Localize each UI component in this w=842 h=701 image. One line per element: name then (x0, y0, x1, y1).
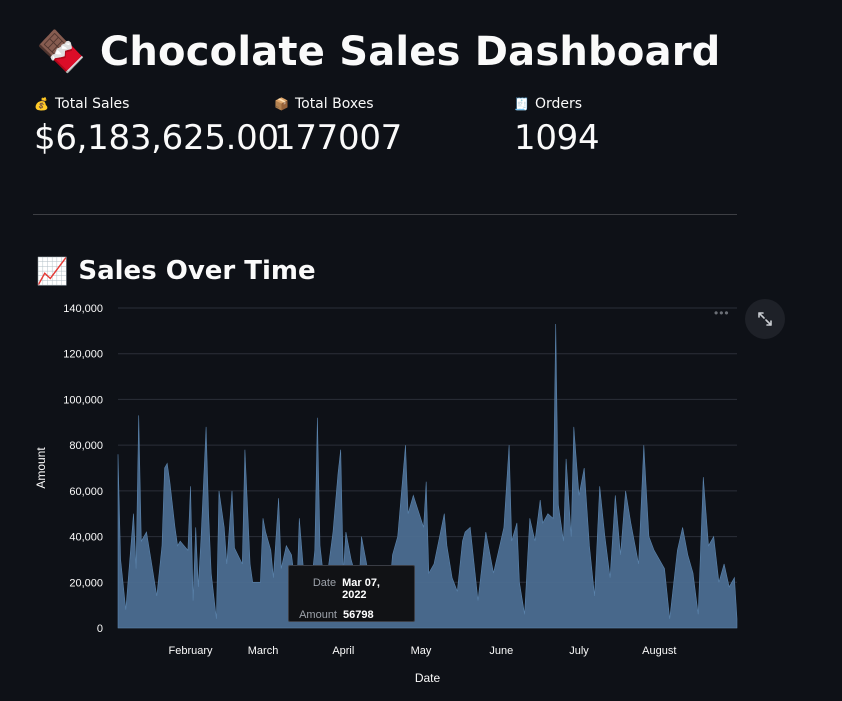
y-tick-label: 60,000 (69, 486, 103, 498)
y-tick-label: 140,000 (63, 303, 103, 315)
page-header: 🍫 Chocolate Sales Dashboard (36, 24, 721, 80)
sales-area (117, 323, 738, 629)
metric-label-row: 📦 Total Boxes (274, 96, 402, 112)
metric-label: Total Boxes (294, 96, 374, 112)
chocolate-bar-icon: 🍫 (36, 29, 86, 75)
x-tick-label: March (248, 645, 279, 657)
sales-area-chart-svg: 0 20,000 40,000 60,000 80,000 100,000 120,000 1… (34, 303, 738, 685)
y-tick-label: 100,000 (63, 394, 103, 406)
metric-value: 177007 (274, 118, 402, 158)
chart-tooltip: Date Mar 07, 2022 Amount 56798 (288, 565, 415, 622)
y-tick-label: 40,000 (69, 532, 103, 544)
tooltip-amount-row: Amount 56798 (297, 609, 406, 621)
fullscreen-button[interactable] (745, 299, 785, 339)
metric-orders: 🧾 Orders 1094 (514, 96, 600, 158)
tooltip-date-key: Date (312, 577, 337, 589)
tooltip-amount-value: 56798 (343, 609, 374, 621)
metric-total-sales: 💰 Total Sales $6,183,625.00 (34, 96, 279, 158)
metric-label-row: 🧾 Orders (514, 96, 599, 112)
page-title: Chocolate Sales Dashboard (99, 29, 721, 75)
more-options-icon[interactable]: ••• (714, 306, 730, 320)
y-tick-label: 120,000 (63, 349, 103, 361)
metric-value: 1094 (514, 118, 600, 158)
x-tick-label: May (411, 645, 432, 657)
tooltip-date-row: Date Mar 07, 2022 (297, 577, 406, 601)
section-divider (33, 214, 737, 215)
metric-label-row: 💰 Total Sales (34, 96, 279, 112)
sales-chart[interactable]: 0 20,000 40,000 60,000 80,000 100,000 120,000 1… (0, 296, 842, 696)
tooltip-date-value: Mar 07, 2022 (342, 577, 380, 601)
metric-label: Total Sales (54, 96, 130, 112)
metric-label: Orders (534, 96, 583, 112)
chart-increasing-icon: 📈 (36, 256, 69, 286)
y-axis-title: Amount (34, 447, 48, 489)
x-tick-label: July (569, 645, 589, 657)
receipt-icon: 🧾 (514, 97, 529, 111)
metric-total-boxes: 📦 Total Boxes 177007 (274, 96, 402, 158)
x-tick-label: February (169, 645, 214, 657)
tooltip-amount-key: Amount (299, 609, 337, 621)
y-tick-label: 0 (97, 623, 103, 635)
y-tick-label: 20,000 (69, 577, 103, 589)
y-tick-label: 80,000 (69, 440, 103, 452)
section-title: Sales Over Time (78, 256, 316, 286)
expand-icon (758, 312, 772, 326)
section-header: 📈 Sales Over Time (36, 256, 316, 286)
x-tick-label: August (642, 645, 676, 657)
metric-value: $6,183,625.00 (34, 118, 279, 158)
package-icon: 📦 (274, 97, 289, 111)
x-tick-label: June (489, 645, 513, 657)
x-axis-title: Date (415, 671, 441, 685)
x-tick-label: April (332, 645, 354, 657)
money-bag-icon: 💰 (34, 97, 49, 111)
